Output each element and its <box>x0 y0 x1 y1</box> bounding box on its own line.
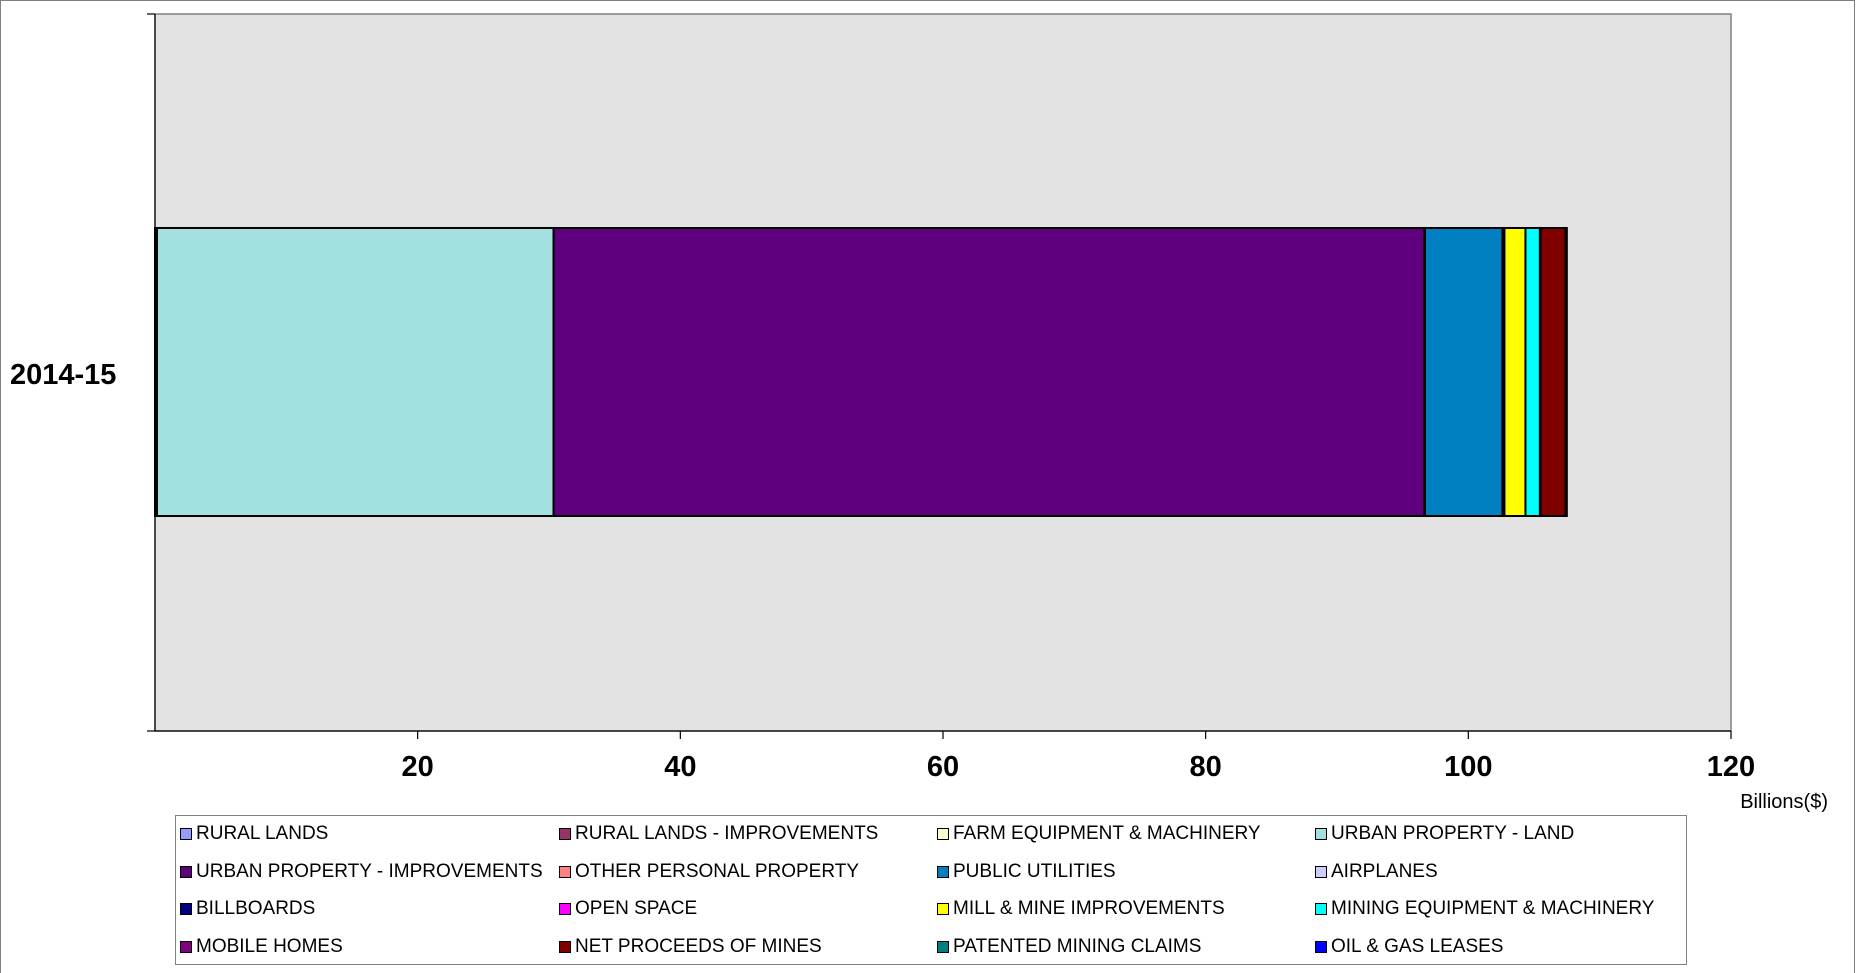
legend-item: PUBLIC UTILITIES <box>937 861 1116 882</box>
legend-label: OPEN SPACE <box>575 898 698 919</box>
legend-swatch <box>559 866 571 878</box>
category-label: 2014-15 <box>10 359 116 391</box>
legend-item: RURAL LANDS - IMPROVEMENTS <box>559 823 879 844</box>
bar-segment-14 <box>1539 227 1567 517</box>
legend-swatch <box>1315 903 1327 915</box>
legend-item: FARM EQUIPMENT & MACHINERY <box>937 823 1261 844</box>
legend-swatch <box>559 903 571 915</box>
legend-label: NET PROCEEDS OF MINES <box>575 936 822 957</box>
bar-segment-11 <box>1503 227 1527 517</box>
legend-swatch <box>180 828 192 840</box>
legend-label: RURAL LANDS <box>196 823 329 844</box>
legend-label: MINING EQUIPMENT & MACHINERY <box>1331 898 1655 919</box>
x-tick-label: 80 <box>1190 751 1222 783</box>
legend-label: URBAN PROPERTY - LAND <box>1331 823 1575 844</box>
x-axis-title: Billions($) <box>1740 791 1828 813</box>
legend-swatch <box>180 903 192 915</box>
legend-label: URBAN PROPERTY - IMPROVEMENTS <box>196 861 543 882</box>
legend-item: BILLBOARDS <box>180 898 316 919</box>
legend-label: OTHER PERSONAL PROPERTY <box>575 861 860 882</box>
legend-item: URBAN PROPERTY - LAND <box>1315 823 1575 844</box>
legend-label: MOBILE HOMES <box>196 936 343 957</box>
legend-item: RURAL LANDS <box>180 823 329 844</box>
legend-item: AIRPLANES <box>1315 861 1438 882</box>
legend-label: FARM EQUIPMENT & MACHINERY <box>953 823 1261 844</box>
bar-segment-16 <box>1565 227 1568 517</box>
bar-segment-7 <box>1423 227 1504 517</box>
x-tick-label: 120 <box>1707 751 1755 783</box>
legend-item: PATENTED MINING CLAIMS <box>937 936 1202 957</box>
legend-label: PATENTED MINING CLAIMS <box>953 936 1202 957</box>
x-tick-label: 60 <box>927 751 959 783</box>
legend-swatch <box>1315 866 1327 878</box>
bar-segment-5 <box>552 227 1426 517</box>
legend-item: MINING EQUIPMENT & MACHINERY <box>1315 898 1655 919</box>
legend-swatch <box>937 828 949 840</box>
legend-swatch <box>1315 828 1327 840</box>
bar-segment-12 <box>1524 227 1541 517</box>
legend-swatch <box>559 941 571 953</box>
legend-item: OPEN SPACE <box>559 898 698 919</box>
legend-label: RURAL LANDS - IMPROVEMENTS <box>575 823 879 844</box>
legend-label: AIRPLANES <box>1331 861 1438 882</box>
legend-swatch <box>559 828 571 840</box>
legend-swatch <box>1315 941 1327 953</box>
legend-item: NET PROCEEDS OF MINES <box>559 936 822 957</box>
legend-swatch <box>937 866 949 878</box>
legend-label: OIL & GAS LEASES <box>1331 936 1504 957</box>
legend-swatch <box>180 866 192 878</box>
legend-label: PUBLIC UTILITIES <box>953 861 1116 882</box>
x-tick-label: 20 <box>402 751 434 783</box>
legend-swatch <box>937 941 949 953</box>
legend-label: MILL & MINE IMPROVEMENTS <box>953 898 1225 919</box>
axis-ticks: 20 40 60 80 100 120 <box>147 13 1755 783</box>
bar-segment-4 <box>155 227 555 517</box>
bar-stack <box>154 227 1568 517</box>
legend-item: OTHER PERSONAL PROPERTY <box>559 861 860 882</box>
x-tick-label: 40 <box>664 751 696 783</box>
legend-label: BILLBOARDS <box>196 898 316 919</box>
legend-swatch <box>937 903 949 915</box>
legend-swatch <box>180 941 192 953</box>
legend-item: URBAN PROPERTY - IMPROVEMENTS <box>180 861 543 882</box>
legend-item: OIL & GAS LEASES <box>1315 936 1504 957</box>
legend-item: MOBILE HOMES <box>180 936 343 957</box>
x-tick-label: 100 <box>1444 751 1492 783</box>
legend: RURAL LANDS RURAL LANDS - IMPROVEMENTS FAR… <box>175 815 1687 965</box>
legend-item: MILL & MINE IMPROVEMENTS <box>937 898 1225 919</box>
